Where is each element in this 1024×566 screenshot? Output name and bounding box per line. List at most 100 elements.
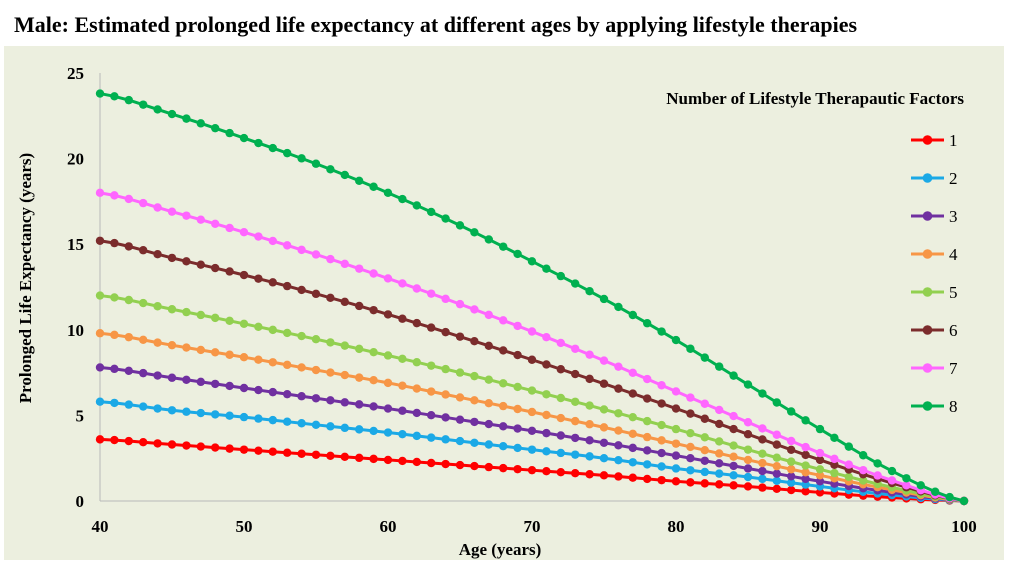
- data-point: [628, 368, 637, 378]
- data-point: [412, 408, 421, 418]
- data-point: [441, 435, 450, 444]
- data-point: [657, 420, 666, 430]
- data-point: [729, 424, 738, 434]
- data-point: [686, 454, 695, 463]
- data-point: [542, 428, 551, 438]
- data-point: [455, 436, 465, 446]
- data-point: [513, 404, 522, 414]
- data-point: [671, 477, 681, 486]
- page-title: Male: Estimated prolonged life expectanc…: [14, 12, 858, 37]
- data-point: [758, 435, 767, 444]
- data-point: [326, 368, 335, 377]
- data-point: [772, 453, 781, 462]
- data-point: [585, 374, 594, 384]
- legend-label: 4: [949, 245, 958, 264]
- data-point: [398, 456, 407, 466]
- data-point: [340, 170, 349, 180]
- data-point: [715, 469, 724, 478]
- data-point: [585, 350, 594, 359]
- data-point: [182, 407, 191, 416]
- data-point: [657, 462, 666, 471]
- chart-series: [95, 89, 969, 506]
- data-point: [743, 430, 753, 439]
- data-point: [556, 365, 565, 374]
- data-point: [124, 95, 133, 105]
- x-tick-label: 40: [92, 517, 109, 536]
- data-point: [412, 384, 421, 393]
- data-point: [268, 278, 277, 287]
- data-point: [211, 379, 220, 389]
- data-point: [801, 468, 810, 477]
- data-point: [470, 417, 479, 427]
- data-point: [470, 228, 479, 237]
- x-tick-label: 50: [236, 517, 253, 536]
- data-point: [427, 433, 436, 442]
- series-4: [95, 329, 969, 506]
- data-point: [139, 246, 148, 255]
- data-point: [254, 385, 263, 395]
- data-point: [124, 400, 133, 409]
- data-point: [513, 382, 522, 392]
- data-point: [455, 393, 465, 402]
- data-point: [700, 433, 709, 442]
- data-point: [686, 428, 695, 438]
- data-point: [556, 448, 565, 458]
- data-point: [614, 409, 623, 418]
- data-point: [772, 476, 781, 485]
- data-point: [182, 441, 191, 450]
- data-point: [758, 389, 767, 398]
- data-point: [643, 446, 652, 455]
- data-point: [643, 416, 652, 426]
- data-point: [599, 356, 609, 365]
- data-point: [153, 203, 162, 212]
- data-point: [499, 422, 508, 431]
- data-point: [902, 474, 911, 483]
- data-point: [268, 236, 277, 246]
- data-point: [139, 198, 148, 208]
- data-point: [167, 253, 177, 263]
- data-point: [110, 398, 119, 408]
- data-point: [211, 443, 220, 452]
- data-point: [801, 474, 810, 484]
- data-point: [513, 424, 522, 433]
- data-point: [527, 426, 537, 436]
- data-point: [455, 332, 465, 341]
- data-point: [787, 407, 796, 416]
- y-tick-label: 0: [76, 492, 85, 511]
- data-point: [729, 471, 738, 480]
- data-point: [527, 386, 537, 395]
- data-point: [297, 245, 306, 255]
- data-point: [772, 398, 781, 407]
- data-point: [743, 472, 753, 482]
- data-point: [571, 469, 580, 478]
- data-point: [355, 344, 364, 354]
- data-point: [671, 387, 681, 396]
- data-point: [715, 449, 724, 458]
- data-point: [499, 401, 508, 411]
- x-tick-label: 60: [380, 517, 397, 536]
- data-point: [95, 89, 105, 98]
- data-point: [124, 194, 133, 204]
- data-point: [715, 459, 724, 468]
- legend-swatch-marker: [922, 173, 933, 183]
- data-point: [499, 316, 508, 325]
- x-axis-title: Age (years): [459, 540, 542, 559]
- data-point: [369, 347, 378, 357]
- x-tick-label: 80: [668, 517, 685, 536]
- data-point: [643, 474, 652, 484]
- x-tick-label: 70: [524, 517, 541, 536]
- data-point: [686, 409, 695, 418]
- data-point: [153, 371, 162, 380]
- data-point: [211, 313, 220, 323]
- data-point: [167, 305, 177, 314]
- data-point: [427, 323, 436, 332]
- data-point: [484, 375, 493, 384]
- data-point: [355, 176, 364, 185]
- data-point: [412, 457, 421, 467]
- data-point: [398, 194, 407, 204]
- data-point: [657, 448, 666, 458]
- series-8: [95, 89, 969, 506]
- data-point: [95, 236, 105, 245]
- data-point: [542, 447, 551, 456]
- data-point: [211, 348, 220, 357]
